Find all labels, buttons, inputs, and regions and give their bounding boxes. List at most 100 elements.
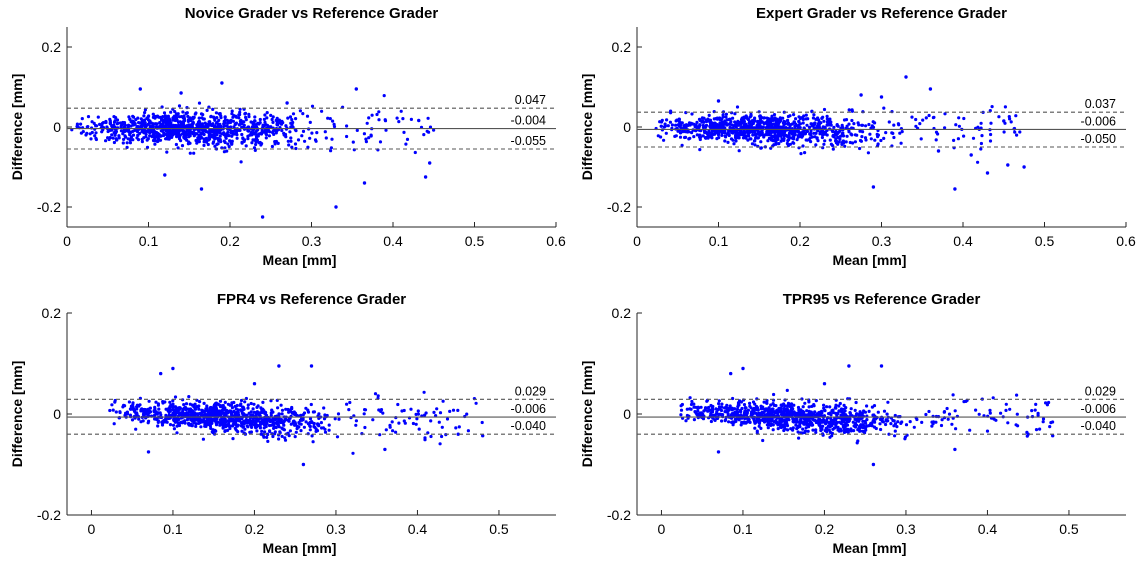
data-point	[105, 125, 109, 129]
data-point	[864, 124, 868, 128]
data-point	[759, 146, 764, 150]
data-point	[246, 137, 250, 141]
data-point	[223, 412, 227, 416]
data-point	[731, 423, 735, 427]
data-point	[700, 120, 704, 124]
data-point	[158, 138, 163, 142]
data-point	[242, 123, 246, 127]
x-tick-label: 0.2	[790, 233, 810, 249]
data-point	[805, 409, 809, 413]
data-point	[213, 131, 217, 135]
data-point	[887, 120, 891, 124]
data-point	[879, 427, 883, 432]
y-tick-label: -0.2	[37, 507, 61, 523]
data-point	[774, 124, 778, 128]
data-point	[760, 405, 764, 409]
data-point	[733, 120, 737, 124]
data-point	[893, 413, 897, 418]
data-point	[280, 412, 284, 416]
data-point	[720, 117, 724, 121]
data-point	[284, 407, 288, 411]
data-point	[223, 115, 227, 119]
data-point	[209, 408, 213, 412]
lower-loa-label: -0.040	[511, 419, 546, 433]
data-point	[678, 135, 683, 139]
data-point	[286, 407, 290, 412]
data-point	[775, 409, 779, 414]
data-point	[835, 123, 839, 127]
data-point	[810, 122, 814, 126]
data-point	[702, 116, 706, 120]
data-point	[147, 399, 151, 403]
data-point	[801, 427, 805, 431]
data-point	[685, 407, 689, 411]
data-point	[274, 425, 278, 430]
data-point	[945, 406, 949, 411]
data-point	[354, 87, 358, 91]
data-point	[736, 401, 741, 405]
data-point	[354, 419, 358, 423]
data-point	[787, 131, 792, 135]
data-point	[822, 403, 826, 407]
data-point	[769, 422, 773, 426]
data-point	[1003, 105, 1008, 109]
data-point	[289, 422, 293, 426]
data-point	[710, 406, 714, 411]
data-point	[859, 93, 863, 97]
data-point	[818, 424, 822, 428]
data-point	[724, 406, 729, 411]
upper-loa-label: 0.029	[515, 384, 546, 398]
data-point	[1048, 425, 1052, 429]
data-point	[835, 420, 839, 425]
data-point	[308, 136, 312, 140]
data-point	[766, 117, 770, 121]
data-point	[397, 421, 401, 425]
data-point	[1013, 130, 1017, 134]
data-point	[927, 113, 931, 118]
data-point	[676, 123, 680, 127]
data-point	[859, 139, 864, 143]
data-point	[153, 122, 157, 126]
data-point	[219, 422, 223, 426]
data-point	[727, 408, 731, 412]
data-point	[205, 108, 209, 112]
data-point	[138, 403, 142, 407]
data-point	[171, 423, 176, 427]
x-axis-label: Mean [mm]	[263, 540, 337, 556]
data-point	[414, 422, 418, 426]
data-point	[140, 137, 144, 141]
data-point	[143, 129, 147, 134]
data-point	[838, 129, 842, 133]
data-point	[163, 173, 167, 177]
data-point	[201, 410, 205, 414]
data-point	[231, 437, 235, 441]
data-point	[783, 427, 787, 431]
data-point	[345, 402, 349, 406]
lower-loa-label: -0.040	[1081, 419, 1116, 433]
x-axis-label: Mean [mm]	[263, 252, 337, 268]
y-tick-label: 0	[623, 119, 631, 135]
data-point	[321, 426, 325, 430]
data-point	[772, 420, 777, 424]
data-point	[670, 123, 675, 127]
data-point	[735, 105, 740, 109]
data-point	[240, 132, 244, 137]
data-point	[690, 112, 694, 116]
data-point	[969, 153, 973, 157]
data-point	[814, 143, 818, 147]
data-point	[252, 402, 256, 406]
data-point	[165, 150, 169, 154]
data-point	[128, 117, 132, 121]
data-point	[239, 408, 243, 412]
data-point	[729, 120, 733, 124]
data-point	[713, 121, 717, 126]
data-point	[770, 138, 774, 142]
data-point	[289, 139, 293, 143]
y-tick-label: -0.2	[607, 507, 631, 523]
data-point	[692, 402, 696, 406]
data-point	[287, 143, 291, 147]
data-point	[856, 121, 860, 125]
data-point	[280, 408, 285, 412]
data-point	[820, 135, 825, 140]
data-point	[281, 427, 285, 431]
